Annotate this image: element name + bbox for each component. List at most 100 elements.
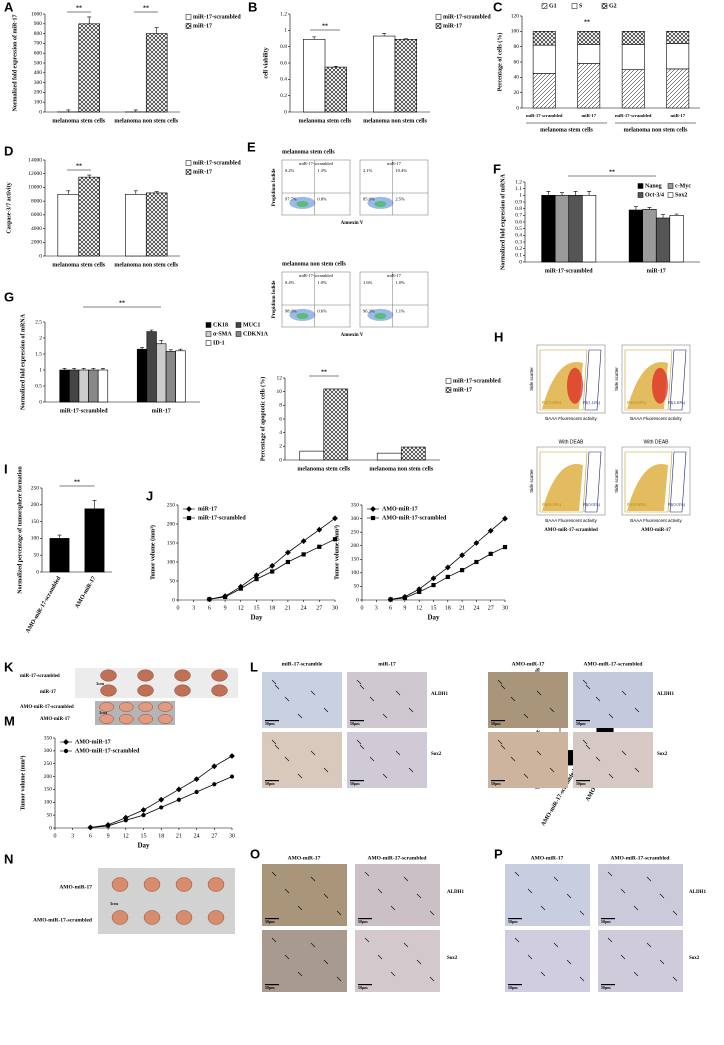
- arrow: [607, 871, 613, 877]
- error-bar: [382, 33, 387, 37]
- quadrant-value: 0.6%: [317, 309, 327, 314]
- row-label: ALDH1: [447, 890, 464, 895]
- y-tick-label: 0.2: [280, 93, 287, 99]
- error-bar: [168, 349, 173, 352]
- arrow: [416, 893, 422, 899]
- y-tick-label: 1: [39, 367, 42, 373]
- legend-label: miR-17-scrambled: [193, 14, 241, 20]
- marker: [502, 515, 508, 522]
- y-axis-label: Side scatter: [529, 469, 534, 493]
- x-axis-label: BAAA Fluorescent activity: [630, 416, 682, 421]
- gate-p3: [539, 451, 588, 513]
- cell-core: [374, 201, 387, 207]
- x-axis-label: Annexin V: [341, 221, 364, 226]
- arrow: [497, 679, 503, 685]
- y-tick-label: 100: [511, 29, 520, 35]
- bar: [165, 351, 176, 403]
- legend-label: AMO-miR-17: [382, 506, 418, 512]
- arrow: [579, 976, 585, 982]
- bar: [568, 195, 583, 263]
- marker: [223, 594, 228, 600]
- bar: [376, 452, 402, 461]
- marker: [332, 515, 338, 522]
- scale-label: 1cm: [99, 710, 107, 715]
- marker: [159, 805, 164, 810]
- line: [90, 755, 233, 828]
- legend-swatch: [435, 14, 442, 20]
- tumor: [111, 910, 129, 925]
- arrow: [284, 888, 290, 894]
- marker: [186, 515, 192, 521]
- x-tick-label: 24: [194, 833, 200, 839]
- y-tick-label: 4: [279, 430, 282, 436]
- cell-cloud: [542, 463, 583, 511]
- arrow: [377, 888, 383, 894]
- significance: **: [76, 5, 82, 11]
- y-axis-label: Normalized fold expression of mRNA: [20, 313, 26, 410]
- arrow: [633, 971, 639, 977]
- marker: [63, 748, 69, 754]
- caption: AMO-miR-17: [641, 528, 671, 533]
- arrow: [323, 893, 329, 899]
- marker: [229, 774, 235, 779]
- marker: [316, 526, 323, 533]
- marker: [417, 589, 422, 594]
- y-tick-label: 1.1: [515, 186, 522, 192]
- arrow: [284, 696, 290, 702]
- y-tick-label: 0.4: [280, 77, 287, 83]
- panel-label: L: [250, 659, 258, 674]
- arrow: [274, 684, 280, 690]
- bar: [532, 44, 556, 74]
- scale-bar: [508, 918, 522, 920]
- row-label: AMO-miR-17-scrambled: [33, 917, 92, 923]
- y-tick-label: 0.6: [280, 60, 287, 66]
- scale-bar: [265, 918, 279, 920]
- legend-label: G2: [609, 3, 617, 9]
- x-tick-label: 30: [502, 605, 508, 611]
- tumor: [175, 910, 193, 925]
- gate-label: P4(4.40%): [668, 400, 686, 405]
- y-axis-label: Percentage of apoptotic cells (%): [259, 377, 266, 461]
- scale-label: 50μm: [358, 919, 368, 924]
- tumor: [137, 684, 154, 697]
- y-tick-label: 80: [514, 44, 520, 50]
- error-bar: [633, 206, 638, 210]
- x-tick-label: melanoma stem cells: [52, 118, 105, 124]
- y-tick-label: 50: [354, 584, 360, 590]
- row-label: miR-17: [40, 690, 56, 695]
- legend-hatch: [436, 23, 441, 29]
- x-tick-label: 27: [211, 833, 217, 839]
- arrow: [579, 910, 585, 916]
- y-tick-label: 2.5: [35, 319, 42, 325]
- arrow: [566, 893, 572, 899]
- y-tick-label: 60: [514, 59, 520, 65]
- scale-label: 1cm: [96, 681, 104, 686]
- panel-label: M: [4, 713, 15, 728]
- y-tick-label: 10: [277, 389, 283, 395]
- ihc-image: [262, 930, 347, 992]
- scale-bar: [576, 720, 590, 722]
- legend-label: miR-17: [443, 23, 462, 29]
- bar: [97, 369, 109, 403]
- x-tick-label: 21: [459, 605, 465, 611]
- y-axis-label: Tumor volume (mm³): [19, 756, 26, 811]
- gate-label: P3(65.63%): [627, 400, 647, 405]
- marker: [212, 782, 217, 787]
- y-tick-label: 0: [39, 399, 42, 405]
- error-bar: [154, 27, 159, 34]
- arrow: [621, 750, 627, 756]
- y-tick-label: 2: [39, 335, 42, 341]
- x-tick-label: 3: [71, 833, 74, 839]
- x-tick-label: 24: [473, 605, 479, 611]
- legend-label: S: [579, 3, 583, 9]
- y-tick-label: 50: [170, 578, 176, 584]
- tumor: [157, 702, 173, 712]
- y-tick-label: 40: [514, 75, 520, 81]
- significance: **: [609, 169, 615, 175]
- arrow: [527, 954, 533, 960]
- x-tick-label: 12: [416, 605, 422, 611]
- y-axis-label: Normalized fold expression of mRNA: [500, 173, 506, 270]
- plot-title: miR-17: [387, 273, 402, 278]
- arrow: [607, 937, 613, 943]
- x-tick-label: 30: [332, 605, 338, 611]
